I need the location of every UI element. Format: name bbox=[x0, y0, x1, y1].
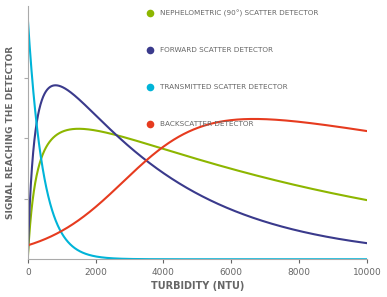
X-axis label: TURBIDITY (NTU): TURBIDITY (NTU) bbox=[151, 282, 244, 291]
Text: NEPHELOMETRIC (90°) SCATTER DETECTOR: NEPHELOMETRIC (90°) SCATTER DETECTOR bbox=[160, 10, 319, 17]
Text: FORWARD SCATTER DETECTOR: FORWARD SCATTER DETECTOR bbox=[160, 47, 273, 53]
Text: TRANSMITTED SCATTER DETECTOR: TRANSMITTED SCATTER DETECTOR bbox=[160, 84, 288, 90]
Y-axis label: SIGNAL REACHING THE DETECTOR: SIGNAL REACHING THE DETECTOR bbox=[5, 46, 15, 219]
Text: BACKSCATTER DETECTOR: BACKSCATTER DETECTOR bbox=[160, 121, 253, 127]
